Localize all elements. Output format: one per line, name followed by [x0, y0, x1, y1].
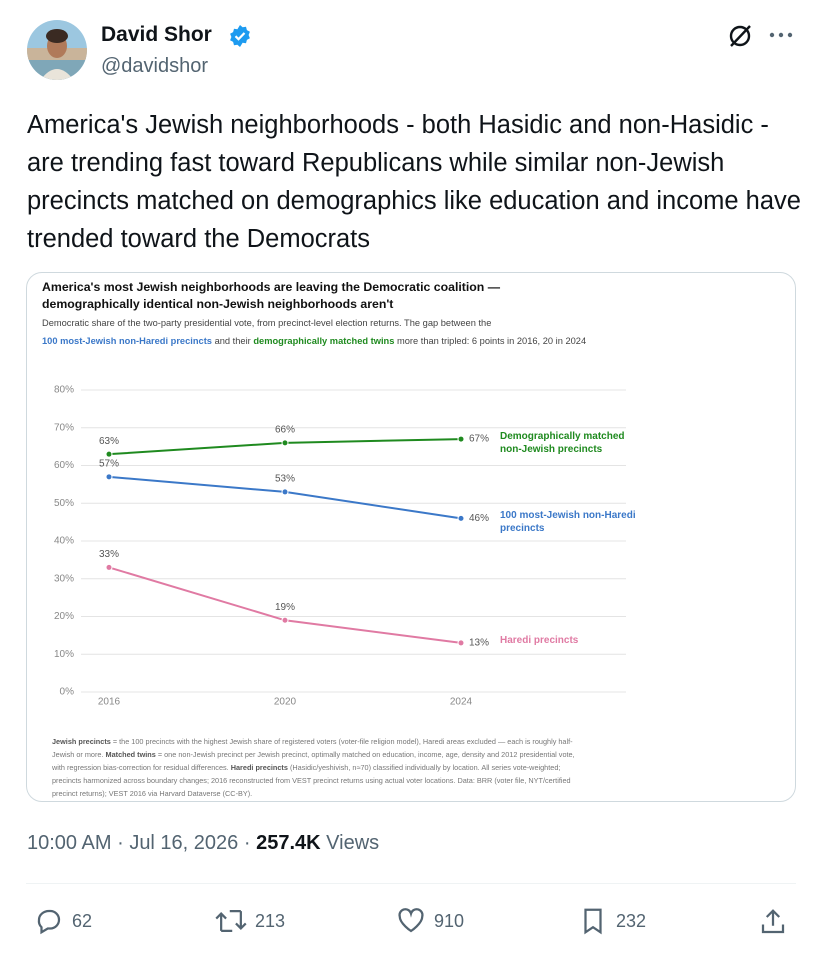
- verified-badge: [230, 25, 250, 47]
- chart-title-line: America's most Jewish neighborhoods are …: [42, 280, 501, 294]
- value-label: 53%: [275, 474, 295, 485]
- footnote-segment: Jewish precincts: [52, 737, 111, 746]
- separator: ·: [243, 832, 251, 854]
- subtitle-segment: Democratic share of the two-party presid…: [42, 318, 492, 328]
- view-count: 257.4K: [256, 832, 321, 854]
- like-button[interactable]: 910: [396, 906, 464, 936]
- chart-title: America's most Jewish neighborhoods are …: [42, 279, 500, 313]
- y-tick-label: 50%: [54, 498, 74, 509]
- subtitle-line: Democratic share of the two-party presid…: [42, 314, 586, 332]
- time[interactable]: 10:00 AM: [27, 832, 112, 854]
- chart-subtitle: Democratic share of the two-party presid…: [42, 314, 586, 350]
- author-name[interactable]: David Shor: [101, 23, 212, 46]
- x-tick-label: 2024: [450, 697, 473, 708]
- value-label: 13%: [469, 638, 489, 649]
- series-label: 100 most-Jewish non-Haredi precincts: [500, 510, 636, 535]
- footnote-segment: = the 100 precincts with the highest Jew…: [52, 737, 573, 759]
- subtitle-segment: more than tripled: 6 points in 2016, 20 …: [394, 336, 587, 346]
- reply-count: 62: [72, 910, 93, 931]
- y-tick-label: 20%: [54, 611, 74, 622]
- reply-button[interactable]: 62: [34, 906, 92, 936]
- reply-icon: [37, 909, 61, 935]
- footnote-segment: Matched twins: [105, 750, 156, 759]
- value-label: 66%: [275, 424, 295, 435]
- data-point: [281, 439, 289, 447]
- views-label: Views: [326, 832, 380, 854]
- y-tick-label: 30%: [54, 573, 74, 584]
- series-label: Demographically matched non-Jewish preci…: [500, 431, 625, 456]
- value-label: 33%: [99, 549, 119, 560]
- subtitle-segment: and their: [211, 336, 254, 346]
- series-label: Haredi precincts: [500, 634, 579, 646]
- data-point: [281, 488, 289, 496]
- footnote-segment: Haredi precincts: [230, 763, 288, 772]
- author-handle[interactable]: @davidshor: [101, 55, 209, 77]
- data-point: [281, 616, 289, 624]
- data-point: [457, 639, 465, 647]
- value-label: 67%: [469, 434, 489, 445]
- tweet-meta: 10:00 AM · Jul 16, 2026 · 257.4K Views: [27, 832, 379, 855]
- chart-footnote: Jewish precincts = the 100 precincts wit…: [52, 735, 587, 800]
- y-tick-label: 60%: [54, 460, 74, 471]
- share-button[interactable]: [758, 907, 788, 937]
- data-point: [105, 450, 113, 458]
- tweet-text: America's Jewish neighborhoods - both Ha…: [27, 111, 801, 253]
- y-tick-label: 40%: [54, 536, 74, 547]
- chart: 0% 10% 20% 30% 40% 50% 60% 70% 80% 2016 2020 2024 63…: [54, 385, 626, 708]
- y-tick-label: 10%: [54, 649, 74, 660]
- subtitle-segment: 100 most-Jewish non-Haredi precincts: [42, 336, 212, 346]
- more-button[interactable]: [768, 30, 796, 40]
- data-point: [105, 563, 113, 571]
- divider: [26, 883, 796, 884]
- bookmark-count: 232: [616, 910, 647, 931]
- x-tick-label: 2016: [98, 697, 121, 708]
- like-icon: [398, 908, 424, 933]
- subtitle-line: 100 most-Jewish non-Haredi precincts and…: [42, 332, 586, 350]
- separator: ·: [117, 832, 124, 854]
- chart-card[interactable]: America's most Jewish neighborhoods are …: [26, 272, 796, 802]
- chart-title-line: demographically identical non-Jewish nei…: [42, 297, 394, 311]
- value-label: 46%: [469, 513, 489, 524]
- bookmark-button[interactable]: 232: [578, 906, 646, 936]
- repost-button[interactable]: 213: [215, 906, 285, 936]
- x-tick-label: 2020: [274, 697, 297, 708]
- y-tick-label: 0%: [60, 687, 75, 698]
- value-label: 19%: [275, 602, 295, 613]
- repost-count: 213: [255, 910, 286, 931]
- bookmark-icon: [584, 908, 602, 935]
- footnote-segment: (Hasidic/yeshivish, n≈70) classified ind…: [52, 763, 571, 798]
- repost-icon: [215, 910, 247, 932]
- like-count: 910: [434, 910, 465, 931]
- data-point: [457, 514, 465, 522]
- footnote-segment: = one non-Jewish precinct per Jewish pre…: [52, 750, 575, 772]
- y-tick-label: 70%: [54, 422, 74, 433]
- date[interactable]: Jul 16, 2026: [129, 832, 239, 854]
- value-label: 57%: [99, 458, 119, 469]
- avatar[interactable]: [27, 18, 87, 82]
- grok-icon[interactable]: [726, 22, 754, 50]
- data-point: [105, 473, 113, 481]
- value-label: 63%: [99, 436, 119, 447]
- data-point: [457, 435, 465, 443]
- y-tick-label: 80%: [54, 385, 74, 396]
- subtitle-segment: demographically matched twins: [253, 336, 395, 346]
